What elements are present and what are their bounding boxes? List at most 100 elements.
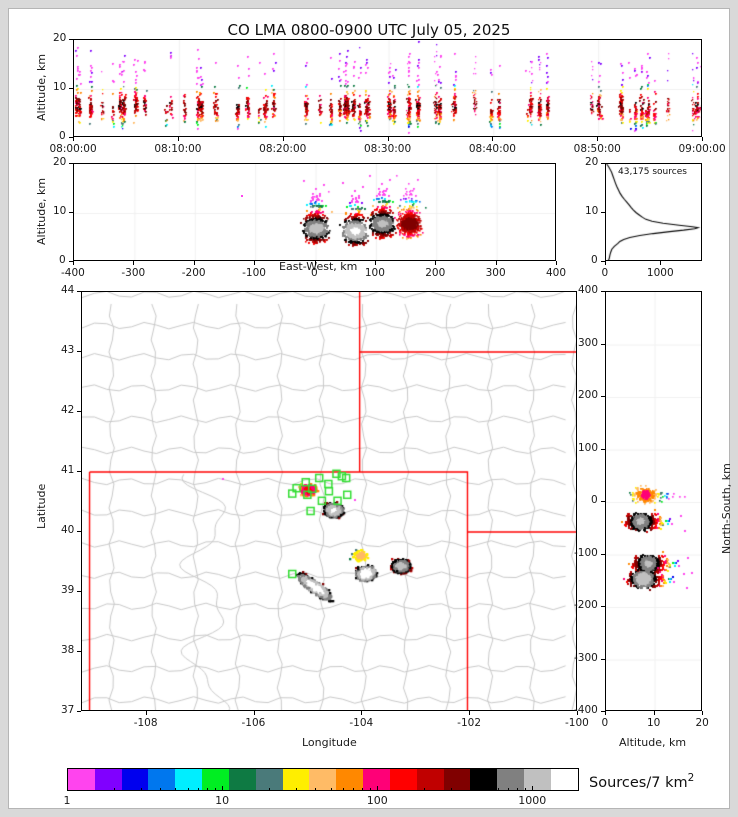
- map-xtick: [577, 711, 578, 715]
- colorbar-title-exponent: 2: [687, 772, 695, 784]
- ew-ytick-label: 20: [53, 156, 67, 168]
- colorbar-minor-tick: [525, 788, 527, 791]
- colorbar[interactable]: [67, 768, 579, 791]
- time-xtick-label: 09:00:00: [678, 143, 726, 155]
- ew-panel-xlabel: East-West, km: [279, 260, 358, 273]
- hist-xtick: [605, 261, 606, 265]
- map-xtick: [253, 711, 255, 715]
- colorbar-swatch: [121, 769, 149, 790]
- source-count-annotation: 43,175 sources: [618, 167, 687, 177]
- time-xtick: [73, 137, 74, 141]
- ew-stray-point: [241, 195, 243, 197]
- north-south-height-panel[interactable]: [605, 291, 702, 711]
- ns-ytick-label: -300: [574, 651, 598, 664]
- colorbar-minor-tick: [160, 788, 162, 791]
- ew-xtick-label: -200: [181, 267, 206, 279]
- ns-ytick-label: 300: [578, 336, 599, 349]
- ns-ytick: [601, 448, 605, 450]
- ew-xtick: [133, 261, 135, 265]
- ns-xtick-label: 20: [695, 717, 709, 729]
- colorbar-minor-tick: [485, 788, 487, 791]
- ns-xtick: [653, 711, 655, 715]
- hist-xtick-label: 0: [601, 267, 609, 279]
- colorbar-minor-tick: [508, 788, 510, 791]
- map-xtick-label: -100: [565, 717, 589, 729]
- ew-xtick-label: 400: [546, 267, 567, 279]
- map-xtick-label: -104: [349, 717, 374, 729]
- hist-ytick: [601, 212, 605, 213]
- map-ytick: [77, 471, 81, 472]
- ew-xtick: [314, 261, 316, 265]
- ew-xtick-label: -100: [242, 267, 266, 279]
- ew-ytick: [69, 163, 73, 164]
- ns-ytick: [601, 501, 605, 502]
- map-xtick-label: -102: [457, 717, 482, 729]
- map-xtick-label: -106: [241, 717, 266, 729]
- lat-lon-map-panel[interactable]: [81, 291, 577, 711]
- ns-ytick-label: -400: [574, 704, 598, 716]
- time-xtick-label: 08:20:00: [259, 143, 307, 155]
- colorbar-minor-tick: [423, 788, 425, 791]
- colorbar-tick-label: 100: [366, 794, 388, 807]
- altitude-histogram-panel[interactable]: [605, 163, 702, 261]
- colorbar-minor-tick: [296, 788, 298, 791]
- figure-canvas: CO LMA 0800-0900 UTC July 05, 2025 0 10 20…: [8, 8, 733, 809]
- ew-xtick: [374, 261, 376, 265]
- figure-title: CO LMA 0800-0900 UTC July 05, 2025: [227, 21, 511, 39]
- map-ytick-label: 44: [61, 284, 75, 296]
- time-ytick-label: 0: [59, 130, 66, 142]
- ew-xtick-label: 200: [425, 267, 446, 279]
- ew-xtick: [193, 261, 195, 265]
- ns-ytick: [601, 658, 605, 660]
- ns-ytick: [601, 711, 605, 712]
- ew-xtick: [254, 261, 256, 265]
- ew-ytick-label: 0: [59, 254, 66, 266]
- ew-xtick-label: -400: [61, 267, 85, 279]
- ew-ytick: [69, 261, 73, 262]
- hist-ytick-label: 10: [585, 205, 599, 217]
- colorbar-swatch: [524, 769, 551, 790]
- time-panel-ylabel: Altitude, km: [35, 53, 48, 121]
- map-xtick: [469, 711, 471, 715]
- map-ytick: [77, 411, 81, 412]
- colorbar-swatch: [416, 769, 444, 790]
- colorbar-swatch: [363, 769, 390, 790]
- ew-xtick-label: 100: [364, 267, 385, 279]
- ew-xtick: [556, 261, 557, 265]
- colorbar-minor-tick: [362, 788, 364, 791]
- colorbar-swatch: [255, 769, 283, 790]
- time-ytick: [69, 39, 73, 40]
- ew-xtick: [435, 261, 437, 265]
- colorbar-swatch: [228, 769, 256, 790]
- east-west-height-panel[interactable]: [73, 163, 556, 261]
- hist-ytick-label: 0: [591, 254, 598, 266]
- colorbar-tick-label: 1: [63, 794, 71, 807]
- colorbar-tick-label: 1000: [518, 794, 547, 807]
- ns-ytick: [601, 291, 605, 292]
- hist-xtick: [660, 261, 662, 265]
- colorbar-minor-tick: [497, 788, 499, 791]
- ns-ytick-label: 200: [578, 389, 599, 401]
- map-ytick: [77, 651, 81, 652]
- colorbar-tick-label: 10: [215, 794, 230, 807]
- ns-ytick: [601, 396, 605, 397]
- colorbar-minor-tick: [215, 788, 216, 791]
- ew-xtick-label: -300: [121, 267, 146, 279]
- colorbar-swatch: [336, 769, 364, 790]
- map-xtick-label: -108: [133, 717, 158, 729]
- colorbar-swatch: [148, 769, 176, 790]
- map-ytick-label: 41: [61, 464, 75, 476]
- colorbar-minor-tick: [187, 788, 189, 791]
- colorbar-minor-tick: [207, 788, 209, 791]
- hist-ytick: [601, 261, 605, 262]
- time-xtick: [177, 137, 179, 141]
- ns-ytick-label: -200: [574, 599, 598, 611]
- time-xtick-label: 08:50:00: [573, 143, 621, 155]
- time-height-panel[interactable]: [73, 39, 702, 137]
- colorbar-tick: [532, 786, 534, 791]
- colorbar-minor-tick: [370, 788, 372, 791]
- time-xtick-label: 08:40:00: [468, 143, 516, 155]
- map-xtick: [145, 711, 147, 715]
- map-panel-xlabel: Longitude: [302, 736, 357, 749]
- colorbar-title: Sources/7 km2: [589, 772, 694, 791]
